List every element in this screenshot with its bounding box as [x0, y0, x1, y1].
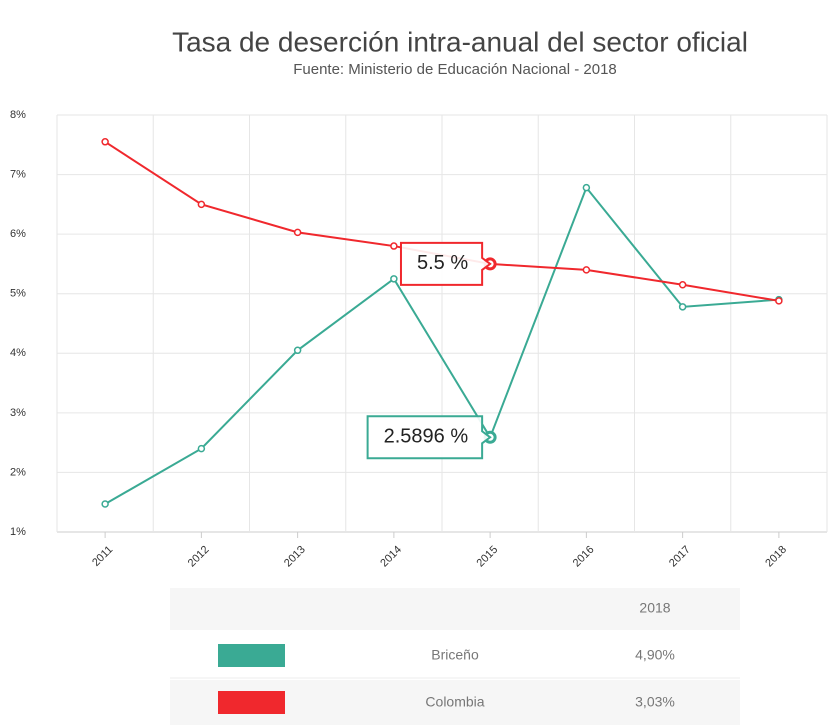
x-tick-label: 2017	[667, 544, 693, 570]
y-tick-label: 7%	[10, 168, 26, 180]
tooltip-box	[399, 241, 492, 286]
data-point	[582, 183, 591, 192]
x-tick-label: 2018	[763, 544, 789, 570]
tooltip: 5.5 %	[399, 241, 492, 286]
y-tick-label: 1%	[10, 526, 26, 538]
y-tick-label: 2%	[10, 466, 26, 478]
legend-value: 3,03%	[635, 694, 675, 710]
table-header-bg	[170, 588, 740, 630]
chart-subtitle: Fuente: Ministerio de Educación Nacional…	[293, 61, 617, 78]
legend-name: Briceño	[431, 647, 479, 663]
data-point	[101, 138, 109, 146]
y-tick-label: 5%	[10, 288, 26, 300]
chart-title: Tasa de deserción intra-anual del sector…	[172, 26, 748, 57]
data-point	[197, 200, 206, 209]
x-tick-label: 2012	[186, 544, 212, 570]
tooltip-label: 5.5 %	[417, 252, 468, 274]
data-point	[390, 242, 398, 250]
data-point	[678, 281, 687, 289]
data-point	[101, 500, 109, 508]
legend-value: 4,90%	[635, 647, 675, 663]
data-point	[582, 266, 591, 274]
x-tick-label: 2016	[571, 544, 597, 570]
data-point	[293, 346, 302, 355]
data-point	[293, 228, 302, 237]
data-point	[390, 275, 398, 283]
x-tick-label: 2014	[378, 544, 404, 570]
data-point	[775, 297, 783, 305]
y-tick-label: 4%	[10, 347, 26, 359]
legend-swatch	[218, 691, 285, 714]
x-tick-label: 2011	[90, 544, 115, 569]
x-tick-label: 2015	[475, 544, 501, 570]
table-header: 2018	[639, 600, 670, 616]
data-point	[678, 303, 687, 311]
y-tick-label: 3%	[10, 407, 26, 419]
y-tick-label: 6%	[10, 228, 26, 240]
tooltip-label: 2.5896 %	[384, 426, 469, 448]
legend-name: Colombia	[425, 694, 484, 710]
series-line	[104, 185, 779, 505]
y-tick-label: 8%	[10, 109, 26, 121]
tooltip: 2.5896 %	[366, 415, 492, 460]
legend-swatch	[218, 644, 285, 667]
x-tick-label: 2013	[282, 544, 308, 570]
data-point	[197, 444, 206, 453]
tooltip-box	[366, 415, 492, 460]
